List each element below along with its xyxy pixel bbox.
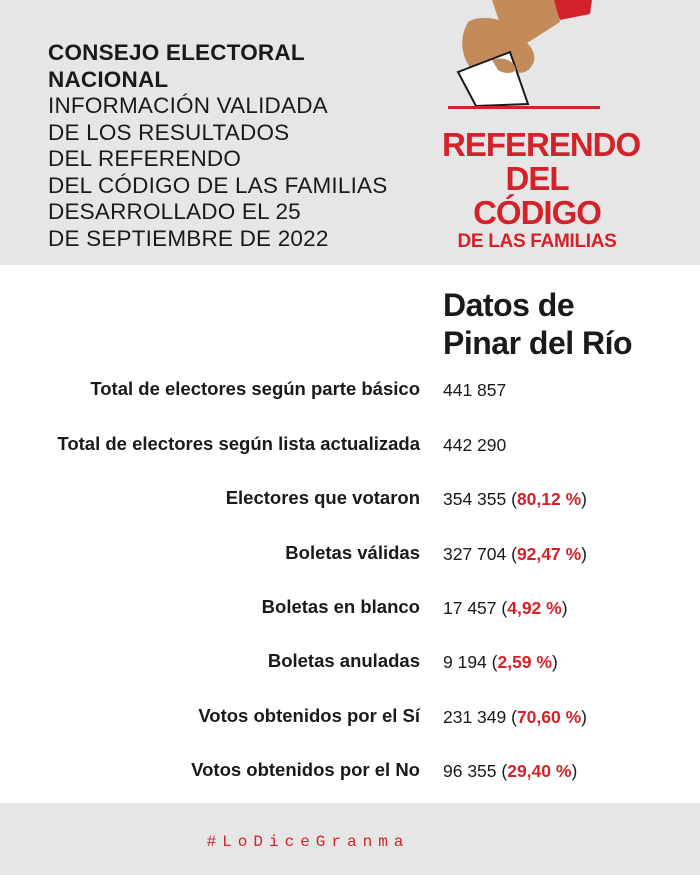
result-row: Total de electores según lista actualiza…: [0, 425, 700, 465]
result-value: 17 457 (4,92 %): [443, 598, 568, 618]
result-value: 9 194 (2,59 %): [443, 652, 558, 672]
hashtag: #LoDiceGranma: [206, 833, 410, 851]
result-label: Votos obtenidos por el No: [191, 759, 420, 780]
result-label: Total de electores según lista actualiza…: [57, 433, 420, 454]
result-row: Electores que votaron 354 355 (80,12 %): [0, 479, 700, 519]
ballot-slot-icon: [448, 106, 600, 109]
header-line: DESARROLLADO EL 25: [48, 199, 301, 224]
logo-line-3: DE LAS FAMILIAS: [457, 231, 617, 252]
sleeve-icon: [552, 0, 592, 20]
result-row: Boletas válidas 327 704 (92,47 %): [0, 534, 700, 574]
result-label: Boletas anuladas: [267, 650, 420, 671]
footer-panel: #LoDiceGranma: [0, 803, 700, 875]
header-panel: CONSEJO ELECTORAL NACIONAL INFORMACIÓN V…: [0, 0, 700, 265]
result-row: Boletas anuladas 9 194 (2,59 %): [0, 642, 700, 682]
result-row: Votos obtenidos por el Sí 231 349 (70,60…: [0, 697, 700, 737]
header-line: DE LOS RESULTADOS: [48, 119, 290, 145]
header-line: DE SEPTIEMBRE DE 2022: [48, 225, 329, 251]
result-label: Boletas válidas: [285, 542, 420, 563]
result-label: Electores que votaron: [225, 487, 420, 508]
header-line: INFORMACIÓN VALIDADA: [48, 93, 328, 118]
title-line-1: Datos de: [443, 287, 575, 323]
result-row: Total de electores según parte básico 44…: [0, 370, 700, 410]
result-value: 442 290: [443, 435, 507, 455]
result-value: 327 704 (92,47 %): [443, 544, 587, 564]
result-percentage: 80,12 %: [516, 489, 582, 509]
result-row: Votos obtenidos por el No 96 355 (29,40 …: [0, 751, 700, 791]
result-label: Total de electores según parte básico: [90, 378, 420, 399]
logo-title: REFERENDO DEL CÓDIGO DE LAS FAMILIAS: [442, 126, 641, 254]
result-value: 354 355 (80,12 %): [443, 489, 587, 509]
header-line: DEL CÓDIGO DE LAS FAMILIAS: [48, 172, 388, 198]
header-text: CONSEJO ELECTORAL NACIONAL INFORMACIÓN V…: [48, 40, 428, 252]
result-value: 231 349 (70,60 %): [443, 707, 587, 727]
result-percentage: 92,47 %: [516, 544, 582, 564]
page-title: Datos de Pinar del Río: [443, 286, 633, 362]
result-percentage: 29,40 %: [507, 761, 572, 781]
organization-name: CONSEJO ELECTORAL NACIONAL: [48, 40, 305, 92]
result-value: 96 355 (29,40 %): [443, 761, 578, 781]
result-percentage: 2,59 %: [497, 652, 552, 672]
logo-line-2: DEL CÓDIGO: [473, 160, 602, 231]
header-line: DEL REFERENDO: [48, 146, 242, 171]
title-line-2: Pinar del Río: [443, 325, 633, 361]
logo-line-1: REFERENDO: [442, 126, 641, 163]
result-label: Boletas en blanco: [261, 596, 420, 617]
result-label: Votos obtenidos por el Sí: [198, 705, 420, 726]
result-percentage: 70,60 %: [516, 707, 582, 727]
hand-ballot-box-icon: [448, 0, 600, 109]
result-value: 441 857: [443, 380, 507, 400]
result-percentage: 4,92 %: [507, 598, 562, 618]
result-row: Boletas en blanco 17 457 (4,92 %): [0, 588, 700, 628]
